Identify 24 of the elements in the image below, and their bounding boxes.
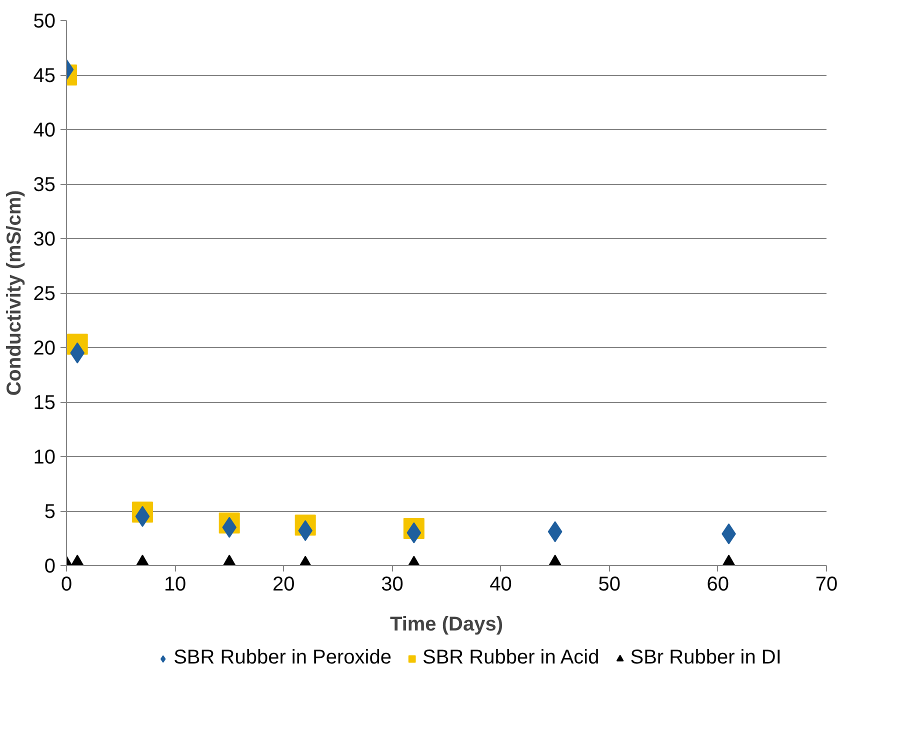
- x-axis-title: Time (Days): [390, 614, 504, 636]
- x-tick-label: 60: [706, 574, 730, 596]
- legend-label: SBr Rubber in DI: [630, 646, 782, 670]
- legend-label: SBR Rubber in Acid: [422, 646, 600, 670]
- y-tick-label: 25: [33, 283, 56, 305]
- x-tick-label: 0: [60, 574, 72, 596]
- x-tick-label: 70: [815, 574, 838, 596]
- y-tick-label: 20: [33, 338, 56, 360]
- x-tick-label: 30: [381, 574, 404, 596]
- y-tick-label: 15: [33, 392, 56, 414]
- y-tick-label: 0: [44, 556, 56, 578]
- y-tick-label: 5: [44, 501, 56, 523]
- x-tick-label: 20: [272, 574, 295, 596]
- y-tick-label: 30: [33, 228, 56, 250]
- y-tick-label: 35: [33, 174, 56, 196]
- y-tick-label: 45: [33, 65, 56, 87]
- y-tick-label: 10: [33, 446, 56, 468]
- y-tick-label: 50: [33, 10, 56, 32]
- x-tick-label: 10: [164, 574, 186, 596]
- x-tick-label: 40: [490, 574, 512, 596]
- y-tick-label: 40: [33, 120, 56, 142]
- y-axis-title: Conductivity (mS/cm): [3, 190, 26, 396]
- x-tick-label: 50: [598, 574, 620, 596]
- legend-label: SBR Rubber in Peroxide: [174, 646, 392, 670]
